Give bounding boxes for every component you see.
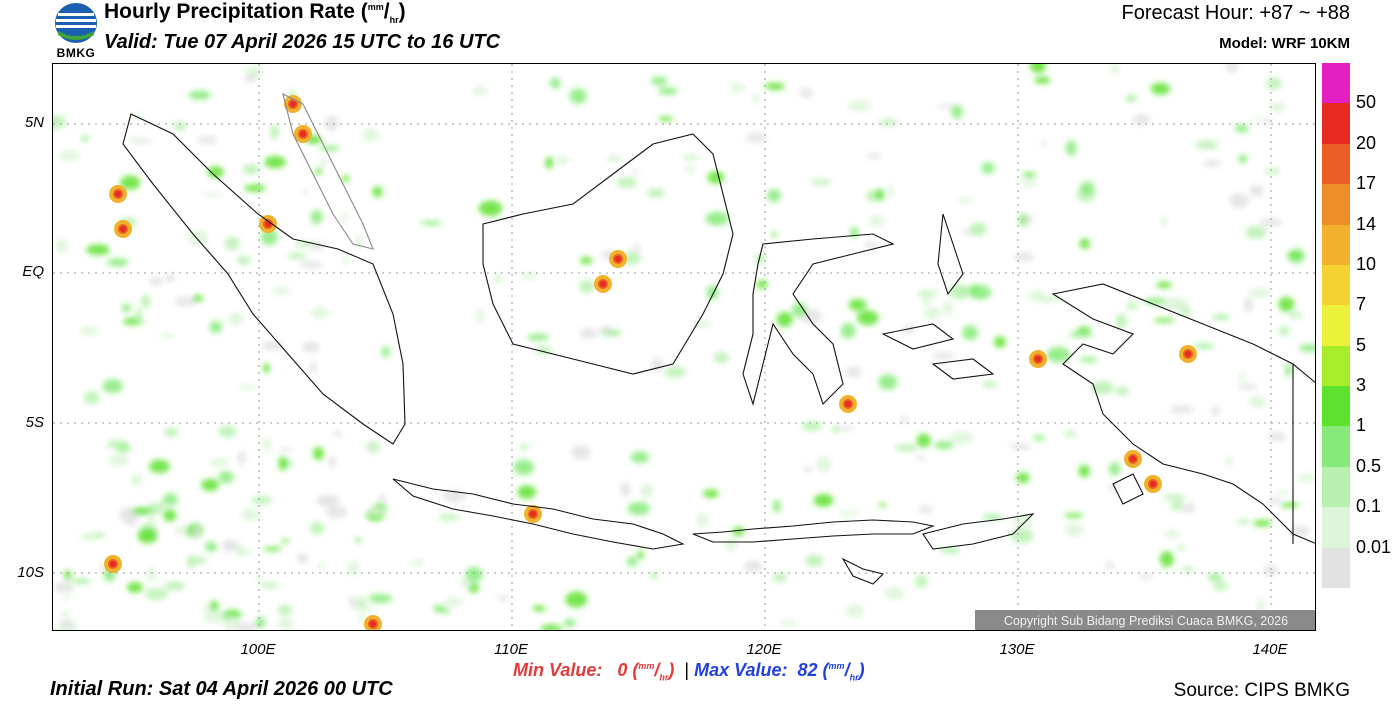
colorbar-label: 0.5 bbox=[1356, 455, 1382, 476]
graticule bbox=[53, 64, 1315, 630]
lon-label-140e: 140E bbox=[1252, 641, 1288, 658]
colorbar-segment bbox=[1322, 224, 1350, 266]
colorbar-segment bbox=[1322, 143, 1350, 185]
colorbar-label: 5 bbox=[1356, 334, 1367, 355]
precipitation-map: Copyright Sub Bidang Prediksi Cuaca BMKG… bbox=[52, 63, 1316, 631]
colorbar-segment bbox=[1322, 264, 1350, 306]
min-max-values: Min Value: 0 (mm/hr) | Max Value: 82 (mm… bbox=[513, 660, 865, 683]
bmkg-logo: BMKG bbox=[52, 1, 100, 61]
colorbar-segment bbox=[1322, 507, 1350, 549]
colorbar-label: 7 bbox=[1356, 294, 1367, 315]
bmkg-logo-icon bbox=[55, 3, 97, 43]
colorbar-label: 0.1 bbox=[1356, 496, 1382, 517]
colorbar-label: 50 bbox=[1356, 92, 1377, 113]
colorbar-segment bbox=[1322, 547, 1350, 589]
colorbar-segment bbox=[1322, 386, 1350, 427]
lon-label-110e: 110E bbox=[494, 641, 528, 658]
lat-label-10s: 10S bbox=[17, 564, 44, 581]
lat-label-5n: 5N bbox=[24, 114, 44, 131]
colorbar-label: 20 bbox=[1356, 132, 1377, 153]
colorbar bbox=[1322, 63, 1350, 589]
colorbar-segment bbox=[1322, 63, 1350, 104]
valid-time: Valid: Tue 07 April 2026 15 UTC to 16 UT… bbox=[104, 31, 501, 53]
forecast-hour: Forecast Hour: +87 ~ +88 bbox=[1121, 2, 1350, 24]
colorbar-label: 17 bbox=[1356, 173, 1377, 194]
colorbar-segment bbox=[1322, 184, 1350, 226]
colorbar-segment bbox=[1322, 426, 1350, 468]
colorbar-segment bbox=[1322, 103, 1350, 145]
lat-label-eq: EQ bbox=[22, 263, 44, 280]
coastlines bbox=[122, 92, 1315, 585]
lon-label-100e: 100E bbox=[240, 641, 276, 658]
colorbar-label: 1 bbox=[1356, 415, 1367, 436]
logo-text: BMKG bbox=[56, 46, 96, 60]
map-canvas bbox=[53, 64, 1315, 630]
lon-label-130e: 130E bbox=[999, 641, 1035, 658]
source-label: Source: CIPS BMKG bbox=[1173, 680, 1350, 701]
max-value-label: Max Value: 82 (mm/hr) bbox=[694, 660, 865, 683]
precipitation-layer bbox=[53, 64, 1315, 630]
initial-run: Initial Run: Sat 04 April 2026 00 UTC bbox=[50, 678, 393, 700]
colorbar-label: 3 bbox=[1356, 375, 1367, 396]
min-value-label: Min Value: 0 (mm/hr) bbox=[513, 660, 675, 683]
colorbar-segment bbox=[1322, 345, 1350, 387]
colorbar-label: 14 bbox=[1356, 213, 1377, 234]
lon-label-120e: 120E bbox=[746, 641, 782, 658]
lat-label-5s: 5S bbox=[25, 414, 44, 431]
model-label: Model: WRF 10KM bbox=[1219, 35, 1350, 52]
colorbar-segment bbox=[1322, 305, 1350, 347]
colorbar-label: 0.01 bbox=[1356, 536, 1392, 557]
chart-title: Hourly Precipitation Rate (mm/hr) bbox=[104, 0, 406, 26]
copyright-notice: Copyright Sub Bidang Prediksi Cuaca BMKG… bbox=[975, 610, 1315, 630]
colorbar-label: 10 bbox=[1356, 253, 1377, 274]
colorbar-segment bbox=[1322, 466, 1350, 508]
